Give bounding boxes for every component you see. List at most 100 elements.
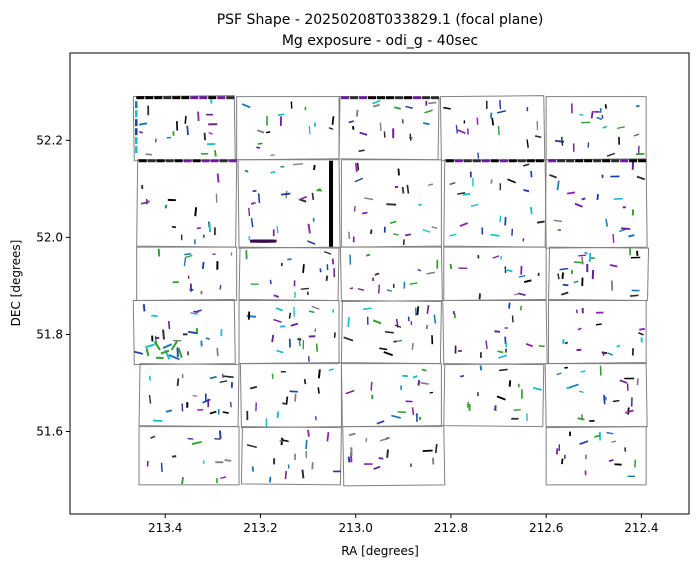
psf-whisker bbox=[311, 192, 315, 201]
psf-whisker bbox=[269, 279, 272, 285]
psf-whisker bbox=[449, 263, 453, 270]
psf-whisker bbox=[311, 305, 320, 310]
psf-whisker bbox=[167, 321, 171, 330]
psf-whisker bbox=[372, 319, 382, 325]
psf-whisker bbox=[214, 150, 217, 157]
psf-whisker bbox=[294, 393, 297, 402]
psf-whisker bbox=[609, 263, 618, 268]
psf-whisker bbox=[612, 399, 620, 403]
psf-whisker bbox=[596, 116, 603, 121]
psf-whisker bbox=[612, 233, 615, 244]
psf-whisker bbox=[629, 294, 639, 297]
psf-whisker bbox=[557, 273, 560, 280]
psf-whisker bbox=[191, 440, 202, 445]
psf-whisker bbox=[422, 228, 431, 233]
psf-whisker bbox=[273, 294, 280, 299]
psf-whisker bbox=[281, 192, 291, 196]
bad-column-segment bbox=[177, 347, 183, 359]
psf-whisker bbox=[412, 375, 418, 379]
psf-whisker bbox=[578, 254, 587, 257]
ccd-chip-outline bbox=[132, 298, 236, 366]
psf-whisker bbox=[394, 324, 402, 328]
psf-whisker bbox=[624, 409, 634, 414]
psf-whisker bbox=[282, 402, 286, 405]
psf-whisker bbox=[181, 477, 184, 485]
psf-whisker bbox=[196, 226, 202, 230]
psf-whisker bbox=[184, 253, 192, 256]
x-tick-label: 213.4 bbox=[148, 521, 182, 535]
psf-whisker bbox=[308, 125, 311, 135]
psf-whisker bbox=[574, 261, 583, 264]
psf-whisker bbox=[513, 408, 521, 411]
psf-whisker bbox=[363, 307, 372, 311]
psf-whisker bbox=[307, 356, 310, 362]
psf-whisker bbox=[494, 330, 501, 333]
psf-whisker bbox=[560, 136, 564, 146]
y-tick-label: 52.2 bbox=[36, 133, 63, 147]
ccd-chip-outline bbox=[548, 246, 650, 301]
psf-whisker bbox=[479, 365, 483, 371]
psf-whisker bbox=[140, 201, 149, 205]
x-tick-label: 212.4 bbox=[624, 521, 658, 535]
psf-whisker bbox=[429, 391, 434, 394]
psf-whisker bbox=[635, 152, 645, 156]
psf-whisker bbox=[218, 430, 222, 439]
y-tick-label: 51.6 bbox=[36, 425, 63, 439]
psf-whisker bbox=[356, 162, 360, 171]
psf-whisker bbox=[345, 389, 355, 395]
psf-whisker bbox=[193, 310, 199, 314]
psf-whisker bbox=[581, 197, 586, 201]
psf-whisker bbox=[431, 226, 438, 229]
psf-whisker bbox=[148, 375, 151, 381]
psf-whisker bbox=[497, 350, 504, 354]
bad-column-segment bbox=[162, 343, 173, 349]
psf-whisker bbox=[508, 380, 512, 387]
psf-whisker bbox=[564, 341, 569, 345]
psf-whisker bbox=[325, 275, 329, 281]
psf-whisker bbox=[426, 271, 436, 275]
psf-whisker bbox=[594, 434, 601, 438]
psf-whisker bbox=[270, 170, 276, 174]
psf-whisker bbox=[449, 181, 456, 186]
psf-whisker bbox=[277, 113, 285, 117]
psf-whisker bbox=[151, 314, 158, 318]
psf-whisker bbox=[636, 175, 646, 181]
psf-whisker bbox=[223, 375, 234, 379]
psf-whisker bbox=[219, 380, 228, 383]
ccd-chip-outline bbox=[443, 363, 545, 428]
psf-whisker bbox=[257, 193, 261, 204]
psf-whisker bbox=[328, 127, 334, 130]
psf-whisker bbox=[636, 378, 639, 386]
ccd-chip-outline bbox=[238, 299, 340, 365]
psf-whisker bbox=[384, 330, 394, 334]
psf-whisker bbox=[424, 109, 433, 114]
psf-whisker bbox=[190, 312, 198, 315]
psf-whisker bbox=[172, 455, 177, 458]
psf-whisker bbox=[462, 192, 471, 196]
psf-whisker bbox=[302, 264, 305, 273]
psf-whisker bbox=[434, 443, 438, 454]
psf-whisker bbox=[287, 258, 292, 261]
psf-whisker bbox=[209, 410, 217, 415]
psf-whisker bbox=[522, 163, 530, 167]
y-axis-label: DEC [degrees] bbox=[9, 240, 23, 327]
chart-title: PSF Shape - 20250208T033829.1 (focal pla… bbox=[217, 12, 544, 28]
x-axis-label: RA [degrees] bbox=[341, 544, 419, 558]
psf-whisker bbox=[347, 456, 351, 463]
psf-whisker bbox=[517, 292, 526, 296]
psf-whisker bbox=[307, 240, 316, 245]
psf-whisker bbox=[628, 234, 635, 238]
psf-whisker bbox=[411, 407, 415, 416]
psf-whisker bbox=[611, 440, 617, 443]
psf-whisker bbox=[208, 222, 212, 233]
psf-whisker bbox=[307, 429, 310, 437]
psf-whisker bbox=[374, 272, 380, 276]
plot-frame bbox=[69, 52, 690, 515]
psf-whisker bbox=[250, 218, 254, 228]
psf-whisker bbox=[536, 220, 545, 224]
psf-whisker bbox=[523, 189, 530, 193]
psf-whisker bbox=[406, 184, 410, 194]
psf-whisker bbox=[249, 385, 258, 390]
psf-whisker bbox=[210, 99, 213, 104]
